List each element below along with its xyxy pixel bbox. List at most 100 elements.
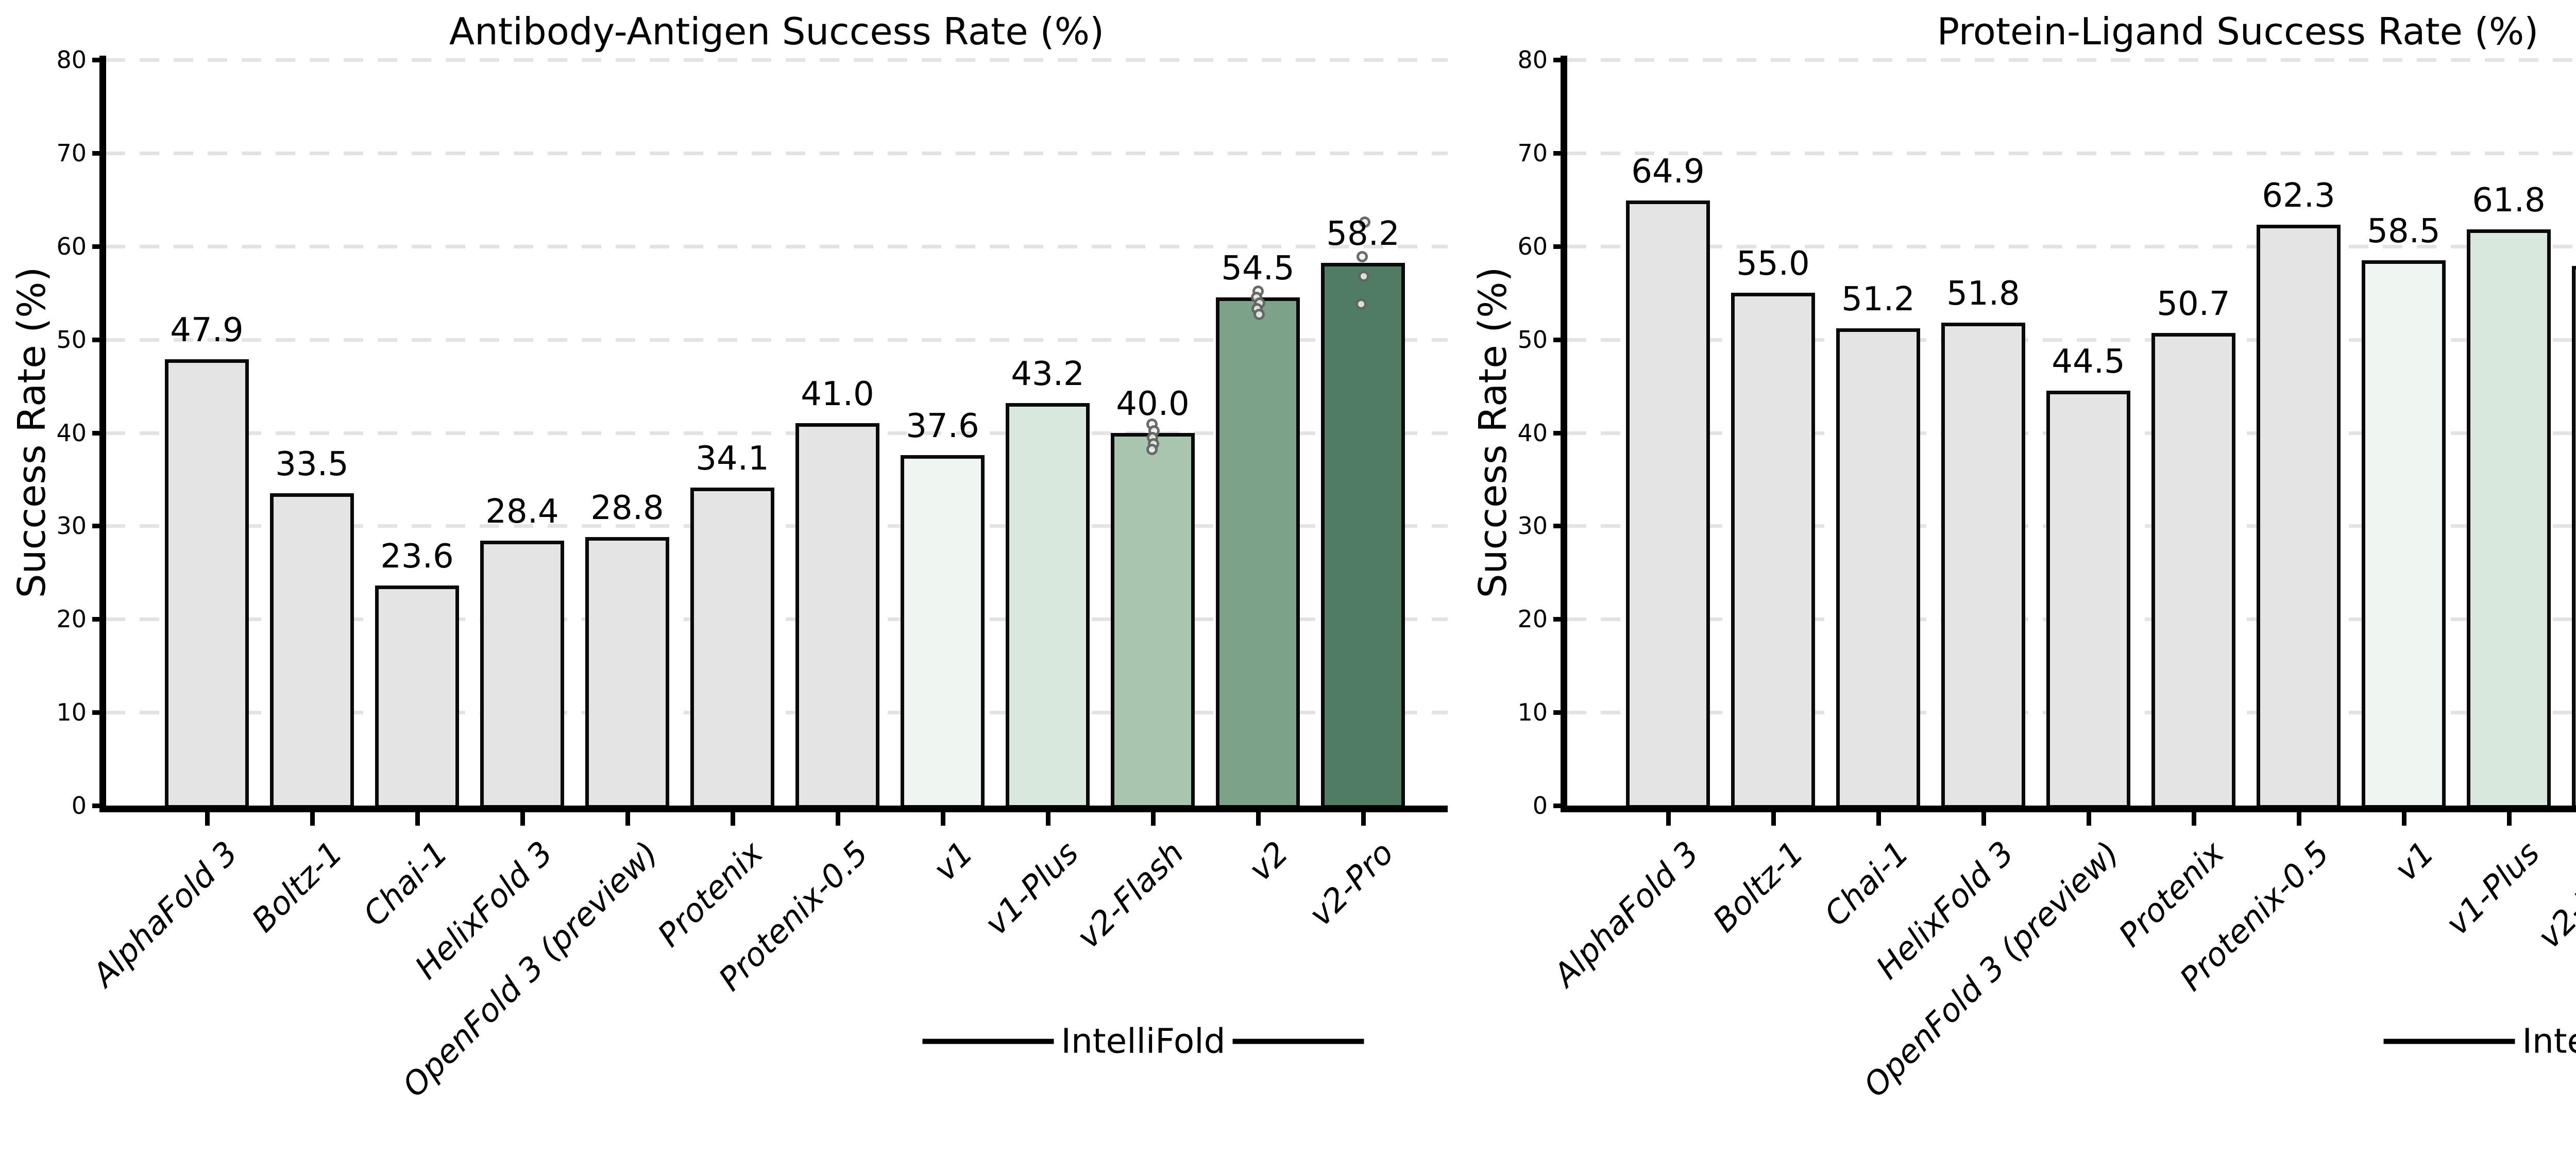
gridline-50 <box>1567 338 2576 342</box>
bar-value-label-Boltz-1: 55.0 <box>1736 245 1810 283</box>
gridline-80 <box>106 58 1448 62</box>
x-tick-label-v1-Plus: v1-Plus <box>2438 834 2547 943</box>
bar-value-label-Boltz-1: 33.5 <box>275 445 349 484</box>
bar-Chai-1 <box>375 586 459 809</box>
bar-v2-Pro <box>1321 263 1405 809</box>
gridline-60 <box>1567 244 2576 248</box>
bar-value-label-Protenix: 34.1 <box>696 440 769 478</box>
bar-value-label-AlphaFold 3: 47.9 <box>170 311 244 349</box>
bar-value-label-v2-Pro: 58.2 <box>1326 215 1400 254</box>
jitter-point-v2-Pro <box>1358 270 1369 282</box>
y-tick-mark-20 <box>1553 617 1567 622</box>
y-tick-mark-50 <box>92 337 106 342</box>
bar-value-label-Protenix: 50.7 <box>2157 285 2230 323</box>
x-tick-mark-v2 <box>1256 812 1261 826</box>
x-tick-label-Chai-1: Chai-1 <box>355 834 455 933</box>
y-tick-label-70: 70 <box>1517 139 1548 167</box>
x-tick-mark-Protenix-0.5 <box>835 812 840 826</box>
x-tick-mark-v1 <box>2401 812 2406 826</box>
bar-HelixFold 3 <box>1941 323 2025 809</box>
chart-antibody-antigen: Antibody-Antigen Success Rate (%) Succes… <box>10 10 1448 1105</box>
y-tick-mark-20 <box>92 617 106 622</box>
x-tick-mark-Protenix <box>2191 812 2196 826</box>
bar-v2-Flash <box>1111 432 1195 809</box>
x-tick-mark-HelixFold 3 <box>520 812 525 826</box>
gridline-80 <box>1567 58 2576 62</box>
x-axis-spine <box>1561 806 2576 812</box>
bar-Protenix-0.5 <box>2257 225 2341 809</box>
y-tick-label-20: 20 <box>56 605 87 633</box>
bar-value-label-Chai-1: 51.2 <box>1841 280 1915 319</box>
y-tick-label-50: 50 <box>56 325 87 354</box>
y-axis-spine <box>99 56 106 812</box>
x-tick-mark-Chai-1 <box>1876 812 1881 826</box>
x-tick-label-v2-Pro: v2-Pro <box>1301 834 1401 933</box>
gridline-40 <box>106 431 1448 435</box>
x-tick-mark-v1 <box>940 812 945 826</box>
gridline-70 <box>106 151 1448 155</box>
bar-value-label-OpenFold 3 (preview): 28.8 <box>590 489 664 528</box>
x-tick-label-v1: v1 <box>2387 834 2442 889</box>
annotation-line-left <box>2383 1039 2515 1044</box>
bar-Boltz-1 <box>270 493 354 809</box>
x-tick-label-v1-Plus: v1-Plus <box>977 834 1086 943</box>
intellifold-annotation: IntelliFold <box>922 1022 1364 1061</box>
jitter-point-v2-Pro <box>1356 250 1368 262</box>
x-tick-mark-v1-Plus <box>2506 812 2512 826</box>
x-tick-mark-Protenix-0.5 <box>2296 812 2301 826</box>
x-tick-mark-AlphaFold 3 <box>1666 812 1671 826</box>
bar-AlphaFold 3 <box>165 359 249 809</box>
bar-value-label-Protenix-0.5: 62.3 <box>2262 177 2335 215</box>
y-tick-label-30: 30 <box>1517 512 1548 540</box>
y-tick-mark-70 <box>92 150 106 156</box>
x-tick-label-AlphaFold 3: AlphaFold 3 <box>84 834 245 994</box>
y-tick-mark-40 <box>1553 430 1567 436</box>
bar-value-label-v2: 54.5 <box>1221 249 1295 288</box>
bar-OpenFold 3 (preview) <box>2046 391 2130 809</box>
bar-v1-Plus <box>1006 403 1090 809</box>
plot-area: 0 10 20 30 40 50 60 70 80 47.9 AlphaFold 3 33.5 Bolt… <box>56 46 1448 1105</box>
y-tick-mark-30 <box>92 524 106 529</box>
bar-value-label-OpenFold 3 (preview): 44.5 <box>2052 343 2125 381</box>
annotation-line-left <box>922 1039 1054 1044</box>
y-tick-label-0: 0 <box>71 792 87 819</box>
bar-AlphaFold 3 <box>1626 200 1710 809</box>
gridline-30 <box>106 524 1448 528</box>
annotation-line-right <box>1232 1039 1364 1044</box>
x-tick-mark-OpenFold 3 (preview) <box>625 812 630 826</box>
bar-value-label-v1-Plus: 43.2 <box>1011 355 1084 393</box>
x-tick-mark-Boltz-1 <box>1771 812 1776 826</box>
x-tick-mark-v2-Flash <box>1150 812 1156 826</box>
jitter-point-v2-Pro <box>1359 216 1370 228</box>
gridline-70 <box>1567 151 2576 155</box>
jitter-point-v2 <box>1253 308 1265 320</box>
y-tick-label-60: 60 <box>56 232 87 260</box>
x-tick-mark-v2-Pro <box>1361 812 1366 826</box>
annotation-text: IntelliFold <box>1061 1021 1226 1061</box>
plot-area: 0 10 20 30 40 50 60 70 80 64.9 AlphaFold 3 55.0 Bolt… <box>1461 0 2576 1154</box>
bar-value-label-v2-Flash: 40.0 <box>1116 384 1190 423</box>
bar-OpenFold 3 (preview) <box>585 537 669 809</box>
bar-value-label-AlphaFold 3: 64.9 <box>1631 153 1705 191</box>
y-tick-label-10: 10 <box>56 698 87 727</box>
y-tick-label-10: 10 <box>1517 698 1548 727</box>
y-tick-label-30: 30 <box>56 512 87 540</box>
gridline-60 <box>106 244 1448 248</box>
y-tick-label-40: 40 <box>1517 419 1548 447</box>
bar-v1 <box>901 455 985 809</box>
x-tick-mark-Chai-1 <box>415 812 420 826</box>
jitter-point-v2-Flash <box>1146 444 1158 456</box>
y-tick-mark-80 <box>1553 58 1567 62</box>
x-tick-label-v1: v1 <box>926 834 981 889</box>
bar-Protenix <box>690 488 774 809</box>
annotation-text: IntelliFold <box>2522 1021 2576 1061</box>
y-tick-mark-80 <box>92 58 106 62</box>
x-axis-spine <box>99 806 1448 812</box>
gridline-50 <box>106 338 1448 342</box>
y-tick-mark-60 <box>1553 244 1567 249</box>
bar-value-label-v1: 58.5 <box>2367 212 2441 250</box>
gridline-10 <box>106 711 1448 715</box>
chart-title: Protein-Ligand Success Rate (%) <box>1937 10 2539 53</box>
bar-value-label-Chai-1: 23.6 <box>380 538 454 576</box>
y-tick-label-60: 60 <box>1517 232 1548 260</box>
